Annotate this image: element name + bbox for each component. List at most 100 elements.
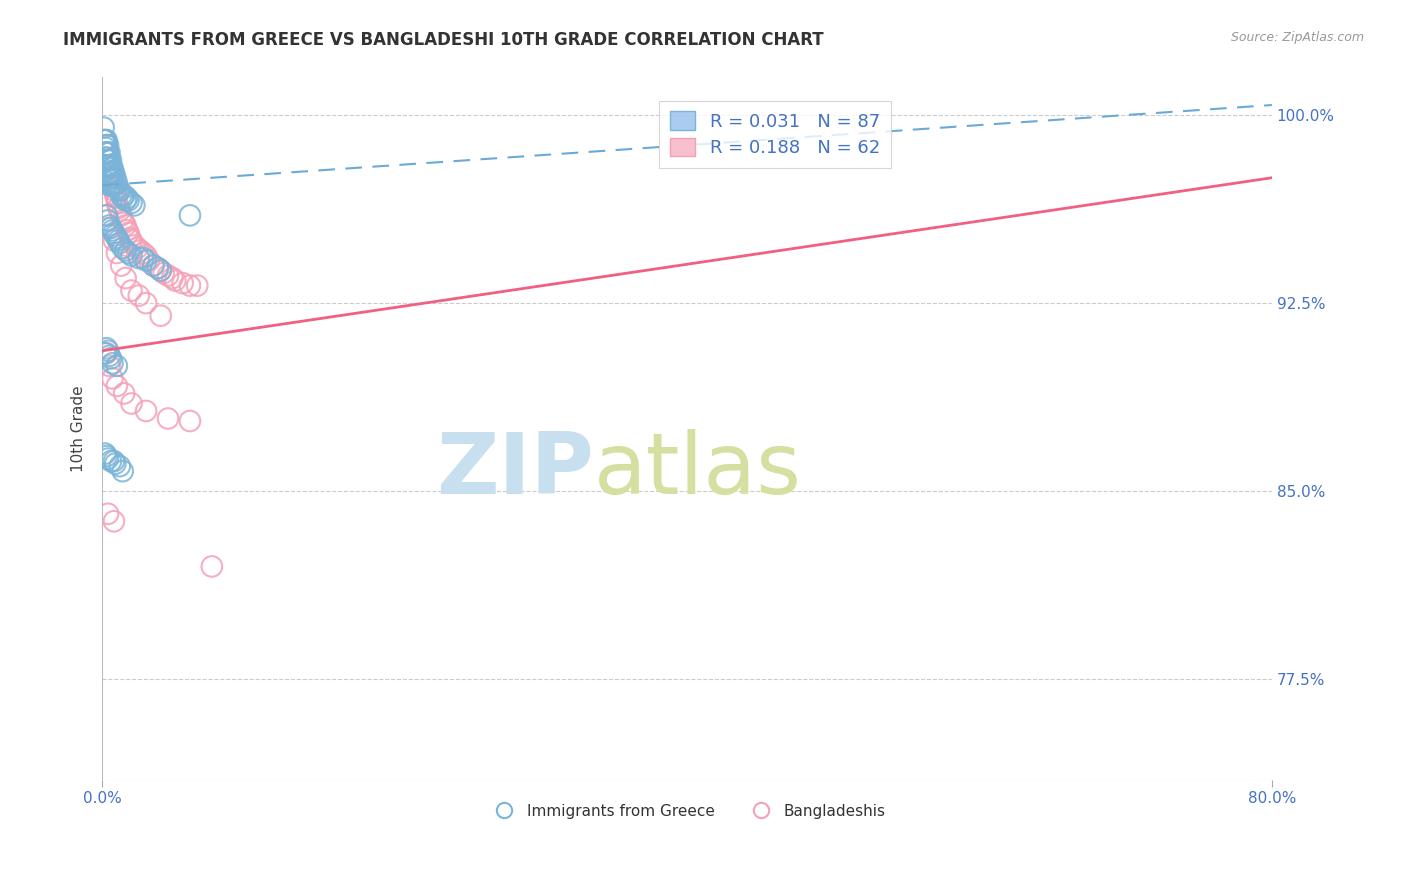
Point — [111, 191, 134, 205]
Point — [114, 244, 136, 258]
Point — [132, 251, 155, 265]
Point — [98, 166, 121, 180]
Point — [152, 266, 174, 280]
Y-axis label: 10th Grade: 10th Grade — [72, 385, 86, 472]
Point — [98, 349, 121, 363]
Point — [96, 346, 118, 360]
Point — [97, 153, 120, 168]
Point — [103, 183, 125, 197]
Point — [96, 138, 118, 153]
Text: IMMIGRANTS FROM GREECE VS BANGLADESHI 10TH GRADE CORRELATION CHART: IMMIGRANTS FROM GREECE VS BANGLADESHI 10… — [63, 31, 824, 49]
Point — [105, 379, 128, 393]
Point — [100, 351, 122, 366]
Point — [93, 120, 115, 135]
Point — [120, 234, 142, 248]
Point — [100, 170, 122, 185]
Point — [94, 151, 117, 165]
Point — [96, 145, 118, 160]
Point — [114, 194, 136, 208]
Point — [135, 253, 157, 268]
Point — [96, 151, 118, 165]
Point — [112, 188, 135, 202]
Point — [108, 235, 131, 250]
Point — [104, 178, 127, 193]
Point — [114, 219, 136, 233]
Point — [97, 145, 120, 160]
Point — [96, 341, 118, 355]
Point — [98, 158, 121, 172]
Point — [112, 386, 135, 401]
Point — [117, 246, 139, 260]
Point — [138, 253, 160, 268]
Point — [103, 166, 125, 180]
Point — [165, 274, 187, 288]
Point — [96, 133, 118, 147]
Point — [146, 260, 169, 275]
Point — [93, 133, 115, 147]
Point — [104, 170, 127, 185]
Point — [104, 457, 127, 471]
Point — [96, 208, 118, 222]
Point — [103, 454, 125, 468]
Point — [105, 231, 128, 245]
Point — [98, 359, 121, 373]
Point — [108, 203, 131, 218]
Point — [101, 166, 124, 180]
Point — [110, 259, 132, 273]
Point — [105, 181, 128, 195]
Point — [156, 411, 179, 425]
Point — [127, 241, 149, 255]
Point — [101, 178, 124, 193]
Point — [97, 176, 120, 190]
Point — [120, 248, 142, 262]
Point — [101, 356, 124, 370]
Point — [120, 284, 142, 298]
Point — [98, 145, 121, 160]
Point — [179, 278, 201, 293]
Point — [94, 447, 117, 461]
Point — [97, 153, 120, 168]
Point — [120, 195, 142, 210]
Point — [98, 220, 121, 235]
Point — [97, 213, 120, 227]
Point — [98, 158, 121, 172]
Point — [101, 170, 124, 185]
Point — [149, 309, 172, 323]
Point — [162, 271, 184, 285]
Point — [101, 161, 124, 175]
Legend: Immigrants from Greece, Bangladeshis: Immigrants from Greece, Bangladeshis — [482, 797, 891, 824]
Point — [103, 226, 125, 240]
Point — [149, 263, 172, 277]
Text: atlas: atlas — [593, 429, 801, 512]
Point — [103, 514, 125, 528]
Point — [101, 371, 124, 385]
Point — [97, 507, 120, 521]
Point — [96, 138, 118, 153]
Point — [98, 168, 121, 182]
Point — [108, 459, 131, 474]
Point — [124, 238, 146, 252]
Point — [98, 170, 121, 185]
Point — [124, 198, 146, 212]
Point — [100, 153, 122, 168]
Point — [101, 178, 124, 193]
Point — [94, 133, 117, 147]
Point — [107, 183, 129, 197]
Point — [111, 213, 134, 227]
Point — [94, 141, 117, 155]
Point — [120, 396, 142, 410]
Point — [96, 163, 118, 178]
Point — [146, 260, 169, 275]
Text: ZIP: ZIP — [436, 429, 593, 512]
Point — [111, 241, 134, 255]
Point — [100, 170, 122, 185]
Point — [96, 449, 118, 463]
Text: Source: ZipAtlas.com: Source: ZipAtlas.com — [1230, 31, 1364, 45]
Point — [179, 208, 201, 222]
Point — [114, 271, 136, 285]
Point — [142, 259, 165, 273]
Point — [110, 208, 132, 222]
Point — [100, 178, 122, 193]
Point — [107, 201, 129, 215]
Point — [103, 234, 125, 248]
